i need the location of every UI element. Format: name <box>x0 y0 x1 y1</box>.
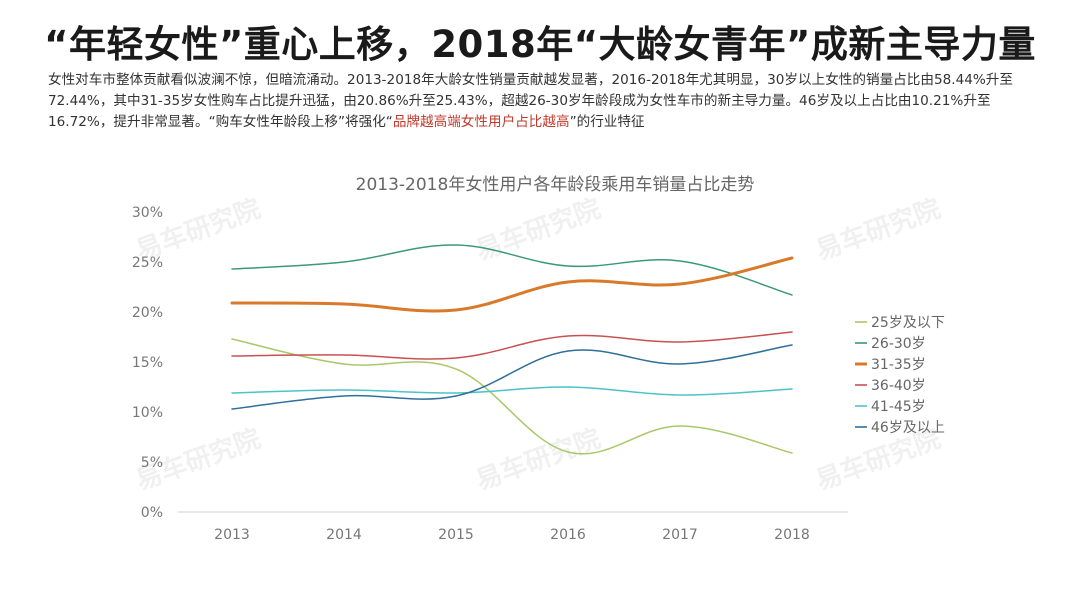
x-tick-label: 2016 <box>550 527 586 543</box>
description-text: 女性对车市整体贡献看似波澜不惊，但暗流涌动。2013-2018年大龄女性销量贡献… <box>48 72 1013 130</box>
y-tick-label: 5% <box>141 455 163 471</box>
description-highlight: 品牌越高端女性用户占比越高 <box>392 114 570 130</box>
description-paragraph: 女性对车市整体贡献看似波澜不惊，但暗流涌动。2013-2018年大龄女性销量贡献… <box>48 70 1038 133</box>
legend-label-5: 46岁及以上 <box>871 420 945 436</box>
watermark-1: 易车研究院 <box>472 193 605 267</box>
y-tick-label: 25% <box>132 255 163 271</box>
series-line-3 <box>231 331 793 360</box>
series-line-2 <box>230 256 794 313</box>
legend-label-4: 41-45岁 <box>871 399 926 415</box>
series-line-0 <box>231 338 793 455</box>
series-line-1 <box>231 244 793 296</box>
x-tick-label: 2015 <box>438 527 474 543</box>
description-text-end: ”的行业特征 <box>569 114 645 130</box>
y-tick-label: 20% <box>132 305 163 321</box>
x-tick-label: 2013 <box>214 527 250 543</box>
x-tick-label: 2018 <box>774 527 810 543</box>
legend-label-0: 25岁及以下 <box>871 315 945 331</box>
page-headline: “年轻女性”重心上移，2018年“大龄女青年”成新主导力量 <box>44 23 1036 66</box>
watermark-4: 易车研究院 <box>472 423 605 497</box>
y-tick-label: 10% <box>132 405 163 421</box>
x-tick-label: 2014 <box>326 527 362 543</box>
y-tick-label: 15% <box>132 355 163 371</box>
watermark-2: 易车研究院 <box>812 193 945 267</box>
legend-label-1: 26-30岁 <box>871 336 926 352</box>
legend-label-2: 31-35岁 <box>871 357 926 373</box>
chart-title: 2013-2018年女性用户各年龄段乘用车销量占比走势 <box>356 175 755 195</box>
legend-label-3: 36-40岁 <box>871 378 926 394</box>
y-tick-label: 0% <box>141 505 163 521</box>
x-tick-label: 2017 <box>662 527 698 543</box>
y-tick-label: 30% <box>132 205 163 221</box>
series-line-4 <box>231 386 793 396</box>
series-line-5 <box>231 344 793 410</box>
